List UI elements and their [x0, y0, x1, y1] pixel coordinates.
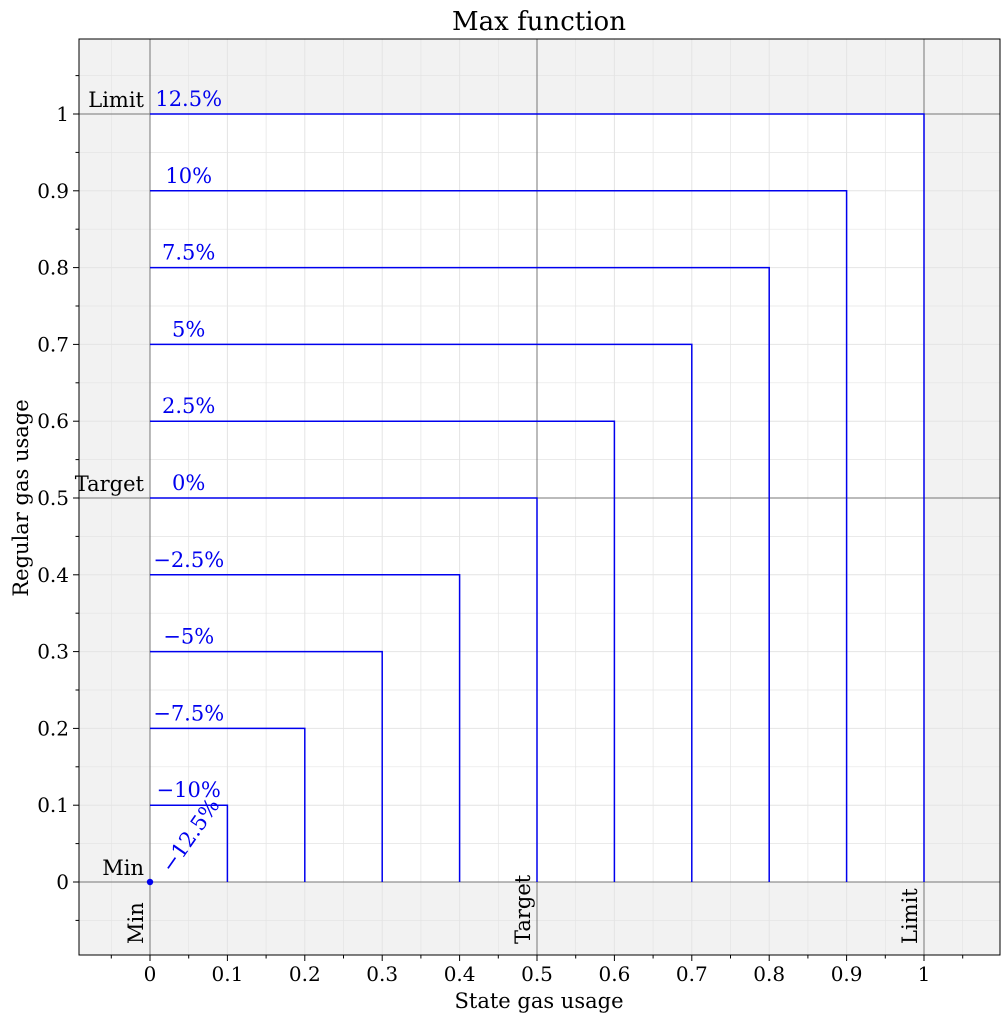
series-line: [150, 497, 538, 882]
y-tick-label: 0.5: [37, 486, 69, 510]
x-tick-label: 1: [918, 962, 931, 986]
series-line: [150, 650, 383, 882]
series-line: [150, 190, 848, 882]
x-tick-label: 0.2: [289, 962, 321, 986]
ref-label-x: Target: [511, 874, 535, 944]
y-tick-label: 0.2: [37, 716, 69, 740]
series-line: [150, 727, 306, 882]
series-label: 12.5%: [155, 87, 222, 111]
ref-label-x: Min: [124, 902, 148, 944]
ref-label-x: Limit: [898, 888, 922, 944]
axes-frame: [73, 38, 1001, 961]
series-label: 2.5%: [162, 394, 215, 418]
x-axis-label: State gas usage: [455, 989, 624, 1013]
x-tick-label: 0.5: [521, 962, 553, 986]
x-tick-label: 0.4: [444, 962, 476, 986]
y-tick-label: 1: [56, 102, 69, 126]
y-tick-label: 0.9: [37, 179, 69, 203]
x-tick-label: 0.9: [831, 962, 863, 986]
y-tick-label: 0.3: [37, 640, 69, 664]
axes-border: [78, 38, 1001, 956]
series-label: −10%: [157, 778, 221, 802]
y-tick-label: 0.6: [37, 409, 69, 433]
series-line: [150, 343, 693, 882]
series-line: [150, 804, 229, 882]
series-line: [150, 266, 770, 882]
tick-labels: 0 0.1 0.2 0.3 0.4 0.5 0.6 0.7 0.8 0.9 1 0 0.1 0.2 0.3 0…: [37, 88, 930, 986]
x-tick-label: 0: [144, 962, 157, 986]
y-tick-label: 0: [56, 870, 69, 894]
series-label: −5%: [163, 625, 214, 649]
series-label: 7.5%: [162, 241, 215, 265]
series-label: −2.5%: [153, 548, 224, 572]
series-line: [150, 574, 461, 882]
series-label: −7.5%: [153, 701, 224, 725]
series-line: [150, 113, 925, 882]
x-tick-label: 0.6: [598, 962, 630, 986]
series-label: 0%: [172, 471, 205, 495]
ref-label-y: Target: [75, 472, 145, 496]
chart-title: Max function: [452, 7, 626, 37]
series-label: 10%: [165, 164, 212, 188]
ref-label-y: Limit: [88, 88, 144, 112]
y-tick-label: 0.4: [37, 563, 69, 587]
y-tick-label: 0.8: [37, 256, 69, 280]
y-tick-label: 0.7: [37, 332, 69, 356]
x-tick-label: 0.3: [366, 962, 398, 986]
y-axis-label: Regular gas usage: [9, 399, 33, 596]
x-tick-label: 0.7: [676, 962, 708, 986]
ref-label-y: Min: [102, 856, 144, 880]
series-line: [150, 420, 616, 882]
y-tick-label: 0.1: [37, 793, 69, 817]
series-label: 5%: [172, 317, 205, 341]
x-tick-label: 0.1: [211, 962, 243, 986]
series-lines: [146, 113, 925, 886]
series-point: [146, 878, 154, 886]
x-tick-label: 0.8: [753, 962, 785, 986]
